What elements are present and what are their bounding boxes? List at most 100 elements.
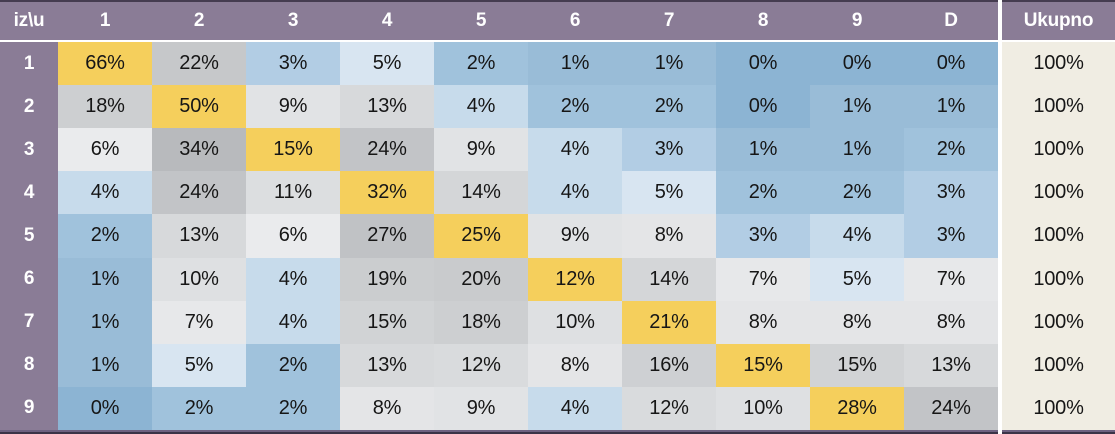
data-cell: 5% bbox=[622, 171, 716, 215]
data-cell: 14% bbox=[434, 171, 528, 215]
data-cell: 4% bbox=[246, 300, 340, 344]
data-cell: 8% bbox=[622, 214, 716, 258]
data-cell: 5% bbox=[152, 343, 246, 387]
total-cell: 100% bbox=[1002, 386, 1115, 430]
row-header-6: 6 bbox=[0, 257, 58, 301]
column-header-2: 2 bbox=[152, 2, 246, 40]
total-cell: 100% bbox=[1002, 300, 1115, 344]
data-cell: 15% bbox=[810, 343, 904, 387]
data-cell: 1% bbox=[58, 343, 152, 387]
column-header-7: 7 bbox=[622, 2, 716, 40]
data-cell: 21% bbox=[622, 300, 716, 344]
data-cell: 1% bbox=[904, 85, 998, 129]
data-cell: 8% bbox=[716, 300, 810, 344]
data-cell: 0% bbox=[810, 42, 904, 86]
data-cell: 34% bbox=[152, 128, 246, 172]
data-cell: 16% bbox=[622, 343, 716, 387]
data-cell: 18% bbox=[434, 300, 528, 344]
data-cell: 1% bbox=[528, 42, 622, 86]
data-cell: 2% bbox=[246, 343, 340, 387]
data-cell: 3% bbox=[716, 214, 810, 258]
data-cell: 4% bbox=[246, 257, 340, 301]
data-cell: 1% bbox=[58, 257, 152, 301]
data-cell: 15% bbox=[246, 128, 340, 172]
data-cell: 7% bbox=[904, 257, 998, 301]
data-cell: 2% bbox=[152, 386, 246, 430]
data-cell: 5% bbox=[810, 257, 904, 301]
data-cell: 50% bbox=[152, 85, 246, 129]
data-cell: 25% bbox=[434, 214, 528, 258]
top-border bbox=[0, 0, 998, 2]
bottom-border-lower bbox=[0, 431, 998, 434]
column-header-6: 6 bbox=[528, 2, 622, 40]
data-cell: 20% bbox=[434, 257, 528, 301]
top-border bbox=[1002, 0, 1115, 2]
data-cell: 7% bbox=[152, 300, 246, 344]
data-cell: 0% bbox=[716, 85, 810, 129]
data-cell: 4% bbox=[528, 386, 622, 430]
column-header-4: 4 bbox=[340, 2, 434, 40]
row-header-9: 9 bbox=[0, 386, 58, 430]
data-cell: 13% bbox=[340, 343, 434, 387]
column-header-8: 8 bbox=[716, 2, 810, 40]
data-cell: 2% bbox=[904, 128, 998, 172]
data-cell: 9% bbox=[434, 128, 528, 172]
data-cell: 13% bbox=[904, 343, 998, 387]
corner-cell: iz\u bbox=[0, 2, 58, 40]
data-cell: 4% bbox=[528, 128, 622, 172]
data-cell: 6% bbox=[246, 214, 340, 258]
data-cell: 24% bbox=[152, 171, 246, 215]
total-cell: 100% bbox=[1002, 171, 1115, 215]
data-cell: 4% bbox=[810, 214, 904, 258]
column-header-3: 3 bbox=[246, 2, 340, 40]
data-cell: 0% bbox=[904, 42, 998, 86]
data-cell: 15% bbox=[716, 343, 810, 387]
data-cell: 4% bbox=[58, 171, 152, 215]
row-header-1: 1 bbox=[0, 42, 58, 86]
data-cell: 6% bbox=[58, 128, 152, 172]
data-cell: 14% bbox=[622, 257, 716, 301]
column-header-5: 5 bbox=[434, 2, 528, 40]
data-cell: 5% bbox=[340, 42, 434, 86]
data-cell: 22% bbox=[152, 42, 246, 86]
data-cell: 1% bbox=[622, 42, 716, 86]
total-cell: 100% bbox=[1002, 128, 1115, 172]
total-cell: 100% bbox=[1002, 257, 1115, 301]
data-cell: 19% bbox=[340, 257, 434, 301]
bottom-border-lower bbox=[1002, 431, 1115, 434]
data-cell: 13% bbox=[340, 85, 434, 129]
data-cell: 9% bbox=[246, 85, 340, 129]
total-cell: 100% bbox=[1002, 85, 1115, 129]
data-cell: 1% bbox=[58, 300, 152, 344]
data-cell: 11% bbox=[246, 171, 340, 215]
data-cell: 18% bbox=[58, 85, 152, 129]
data-cell: 8% bbox=[340, 386, 434, 430]
data-cell: 2% bbox=[58, 214, 152, 258]
data-cell: 7% bbox=[716, 257, 810, 301]
data-cell: 1% bbox=[810, 128, 904, 172]
data-cell: 3% bbox=[904, 171, 998, 215]
total-cell: 100% bbox=[1002, 214, 1115, 258]
data-cell: 10% bbox=[716, 386, 810, 430]
row-header-5: 5 bbox=[0, 214, 58, 258]
data-cell: 2% bbox=[434, 42, 528, 86]
bottom-border-upper bbox=[1002, 429, 1115, 432]
data-cell: 2% bbox=[716, 171, 810, 215]
data-cell: 9% bbox=[434, 386, 528, 430]
column-header-1: 1 bbox=[58, 2, 152, 40]
data-cell: 3% bbox=[622, 128, 716, 172]
data-cell: 1% bbox=[716, 128, 810, 172]
data-cell: 24% bbox=[340, 128, 434, 172]
data-cell: 8% bbox=[528, 343, 622, 387]
data-cell: 2% bbox=[810, 171, 904, 215]
data-cell: 12% bbox=[434, 343, 528, 387]
data-cell: 4% bbox=[434, 85, 528, 129]
data-cell: 12% bbox=[528, 257, 622, 301]
data-cell: 2% bbox=[528, 85, 622, 129]
data-cell: 9% bbox=[528, 214, 622, 258]
data-cell: 0% bbox=[716, 42, 810, 86]
data-cell: 0% bbox=[58, 386, 152, 430]
row-header-7: 7 bbox=[0, 300, 58, 344]
total-cell: 100% bbox=[1002, 343, 1115, 387]
